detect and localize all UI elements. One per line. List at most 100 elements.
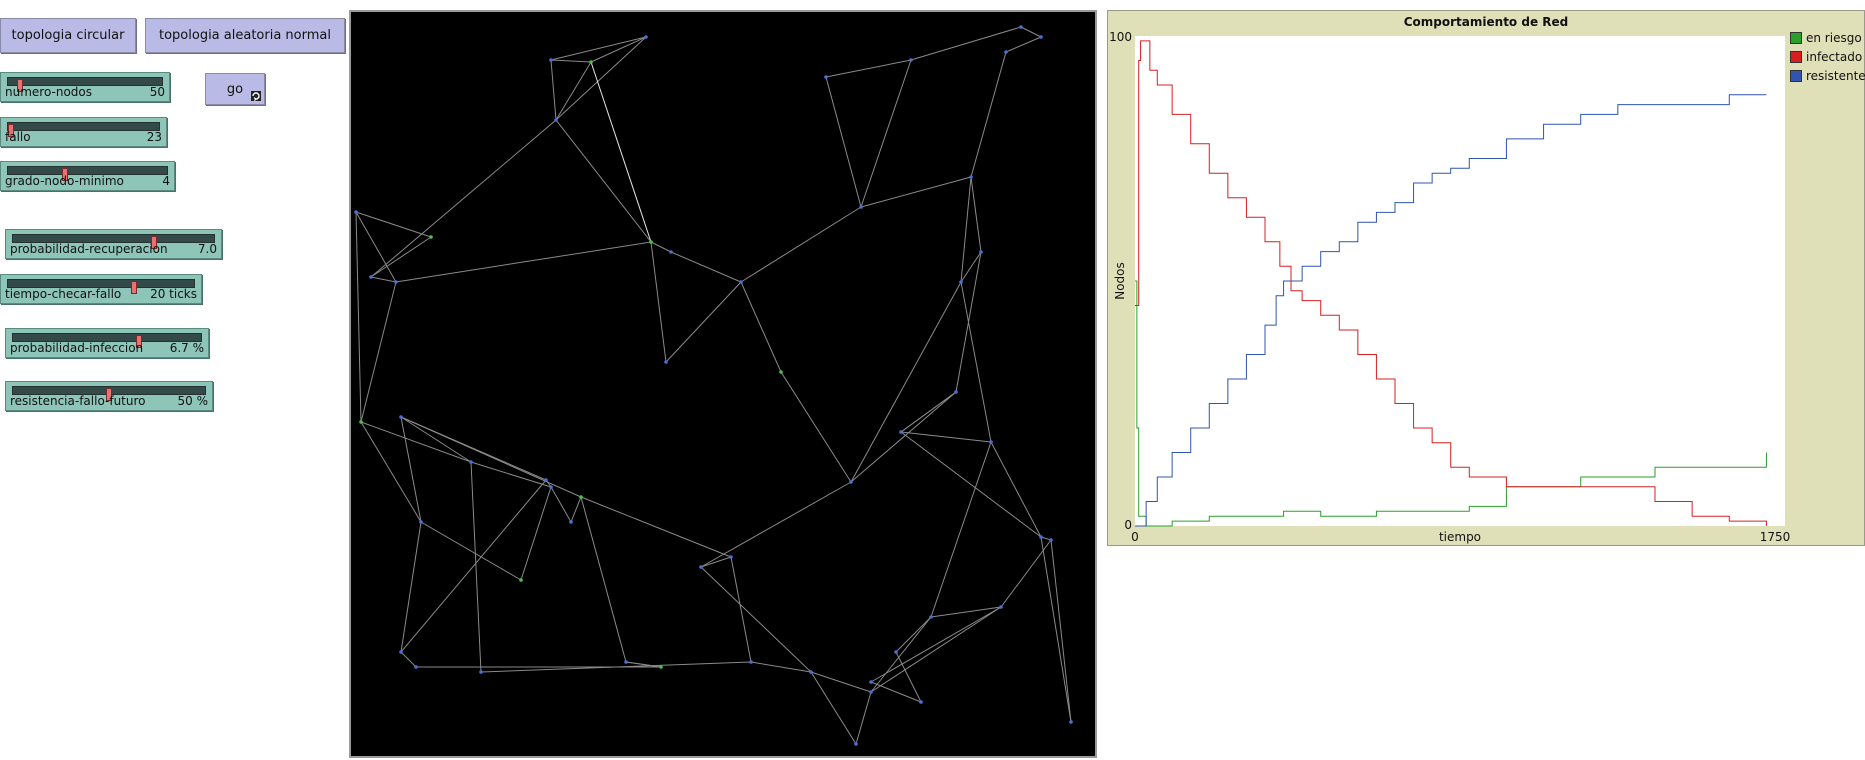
- slider-track[interactable]: [12, 333, 202, 348]
- network-node: [1019, 25, 1023, 29]
- network-link: [420, 521, 522, 581]
- slider-track[interactable]: [7, 122, 160, 137]
- network-node: [394, 280, 398, 284]
- network-link: [400, 521, 422, 653]
- slider-track[interactable]: [12, 386, 206, 401]
- network-node: [554, 118, 558, 122]
- slider-thumb[interactable]: [62, 168, 69, 181]
- plot-area: [1135, 36, 1785, 526]
- legend-swatch: [1790, 51, 1802, 63]
- network-link: [555, 61, 592, 121]
- network-link: [360, 421, 472, 463]
- topologia-circular-button[interactable]: topologia circular: [0, 18, 136, 53]
- resistencia-fallo-futuro-slider[interactable]: resistencia-fallo-futuro 50 %: [5, 381, 213, 411]
- slider-thumb[interactable]: [150, 236, 157, 249]
- forever-loop-icon: [251, 91, 261, 101]
- network-link: [860, 176, 972, 208]
- network-node: [479, 670, 483, 674]
- slider-thumb[interactable]: [8, 124, 15, 137]
- network-link: [550, 36, 647, 61]
- grado-nodo-minimo-slider[interactable]: grado-nodo-minimo 4: [0, 161, 175, 191]
- network-node: [894, 650, 898, 654]
- network-node: [1049, 538, 1053, 542]
- network-link: [900, 391, 957, 433]
- network-link: [1020, 26, 1042, 38]
- network-node: [859, 205, 863, 209]
- network-link: [910, 26, 1022, 61]
- network-link: [360, 281, 397, 423]
- slider-thumb[interactable]: [135, 335, 142, 348]
- numero-nodos-slider[interactable]: numero-nodos 50: [0, 72, 170, 102]
- slider-value: 50: [149, 85, 165, 99]
- network-node: [399, 650, 403, 654]
- slider-track[interactable]: [7, 166, 168, 181]
- network-link: [780, 371, 852, 483]
- network-node: [909, 58, 913, 62]
- network-link: [470, 461, 482, 673]
- network-link: [400, 416, 472, 463]
- network-node: [664, 360, 668, 364]
- network-node: [579, 495, 583, 499]
- network-node: [749, 660, 753, 664]
- slider-track[interactable]: [12, 234, 215, 249]
- slider-thumb[interactable]: [131, 281, 138, 294]
- slider-thumb[interactable]: [17, 79, 24, 92]
- legend-en-riesgo: en riesgo: [1790, 31, 1862, 45]
- network-link: [750, 661, 812, 673]
- tiempo-checar-fallo-slider[interactable]: tiempo-checar-fallo 20 ticks: [0, 274, 202, 304]
- network-link: [355, 211, 432, 238]
- slider-label: probabilidad-infeccion: [10, 341, 144, 355]
- network-node: [589, 60, 593, 64]
- network-link: [825, 76, 862, 208]
- go-button[interactable]: go: [205, 73, 265, 105]
- network-link: [555, 119, 652, 243]
- network-view[interactable]: [349, 10, 1097, 758]
- network-link: [700, 481, 852, 568]
- network-link: [1050, 539, 1072, 723]
- network-node: [869, 690, 873, 694]
- slider-track[interactable]: [7, 279, 195, 294]
- network-link: [870, 681, 922, 703]
- network-link: [850, 391, 957, 483]
- plot-title: Comportamiento de Red: [1403, 15, 1569, 29]
- network-node: [959, 280, 963, 284]
- network-node: [1039, 535, 1043, 539]
- network-graph: [354, 25, 1073, 746]
- series-line-infectado: [1135, 40, 1767, 526]
- network-link: [895, 651, 922, 703]
- slider-value: 23: [146, 130, 162, 144]
- fallo-slider[interactable]: fallo 23: [0, 117, 167, 147]
- network-node: [549, 58, 553, 62]
- slider-thumb[interactable]: [106, 388, 112, 401]
- network-link: [970, 51, 1007, 178]
- network-node: [979, 250, 983, 254]
- network-link: [550, 59, 592, 63]
- slider-track[interactable]: [7, 77, 163, 92]
- network-node: [739, 280, 743, 284]
- network-link: [930, 441, 992, 618]
- network-node: [899, 430, 903, 434]
- x-axis-label: tiempo: [1439, 530, 1481, 544]
- network-link: [470, 461, 552, 488]
- topologia-aleatoria-button[interactable]: topologia aleatoria normal: [145, 18, 345, 53]
- network-node: [954, 390, 958, 394]
- probabilidad-recuperacion-slider[interactable]: probabilidad-recuperacion 7.0: [5, 229, 222, 259]
- network-link: [930, 606, 1002, 618]
- legend-infectado: infectado: [1790, 50, 1862, 64]
- network-link: [960, 251, 982, 283]
- probabilidad-infeccion-slider[interactable]: probabilidad-infeccion 6.7 %: [5, 328, 209, 358]
- slider-label: resistencia-fallo-futuro: [10, 394, 146, 408]
- network-link: [700, 556, 732, 568]
- x-tick-label-max: 1750: [1760, 530, 1791, 544]
- slider-label: fallo: [5, 130, 31, 144]
- network-link: [555, 36, 647, 121]
- network-link: [730, 556, 752, 663]
- y-tick-label-max: 100: [1109, 30, 1132, 44]
- network-link: [480, 661, 752, 673]
- network-node: [549, 485, 553, 489]
- slider-label: numero-nodos: [5, 85, 93, 99]
- network-node: [354, 210, 358, 214]
- network-link: [670, 251, 742, 283]
- slider-value: 20 ticks: [150, 287, 197, 301]
- network-link: [870, 616, 932, 693]
